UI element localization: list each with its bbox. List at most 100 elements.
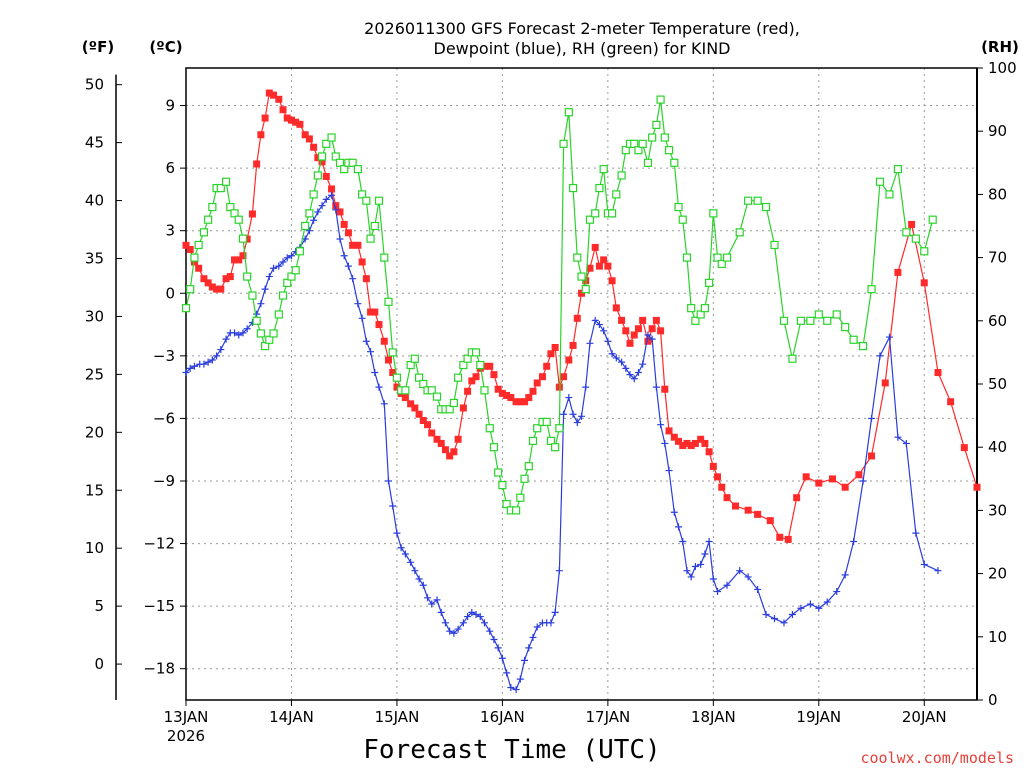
temperature-point [573,314,581,322]
temperature-point [287,116,295,124]
dewpoint-point [243,325,251,333]
relative-humidity-point [480,386,489,395]
temperature-point [723,494,731,502]
relative-humidity-point [700,304,709,313]
dewpoint-point [533,623,541,631]
relative-humidity-point [221,177,231,186]
temperature-point [608,277,616,285]
dewpoint-point [675,523,683,531]
temperature-point [920,279,928,287]
temperature-point [380,337,388,345]
dewpoint-point [419,581,427,589]
axes: 9630−3−6−9−12−15−18504540353025201510501… [85,59,1017,745]
dewpoint-point [850,537,858,545]
temperature-point [310,143,318,151]
dewpoint-line [185,194,939,691]
dewpoint-series [182,191,942,694]
temperature-point [600,256,608,264]
dewpoint-point [314,208,322,216]
dewpoint-point [459,619,467,627]
temperature-point [591,243,599,251]
temperature-point [328,185,336,193]
relative-humidity-point [867,285,876,294]
relative-humidity-point [902,228,911,237]
dewpoint-point [714,588,722,596]
dewpoint-point [885,333,893,341]
dewpoint-point [287,252,295,260]
temperature-point [344,229,352,237]
dewpoint-point [618,358,626,366]
relative-humidity-point [348,158,357,167]
temperature-point [292,118,300,126]
dewpoint-point [723,581,731,589]
relative-humidity-point [533,424,542,433]
relative-humidity-point [705,278,714,287]
fahrenheit-tick-label: 15 [85,481,104,499]
relative-humidity-point [384,297,393,306]
relative-humidity-point [788,354,797,363]
relative-humidity-point [305,209,314,218]
temperature-point [894,268,902,276]
rh-tick-label: 0 [988,691,998,709]
dewpoint-point [208,356,216,364]
temperature-point [569,341,577,349]
relative-humidity-point [630,139,639,148]
dewpoint-point [222,335,230,343]
relative-humidity-point [687,304,696,313]
relative-humidity-point [520,474,529,483]
relative-humidity-point [678,215,687,224]
dewpoint-point [525,644,533,652]
relative-humidity-point [806,316,815,325]
relative-humidity-point [471,348,481,357]
temperature-point [296,120,304,128]
dewpoint-point [472,610,480,618]
temperature-point [731,502,739,510]
dewpoint-point [358,314,366,322]
temperature-point [934,369,942,377]
temperature-point [665,427,673,435]
relative-humidity-point [551,443,560,452]
dewpoint-point [744,573,752,581]
dewpoint-point [486,627,494,635]
temperature-point [322,172,330,180]
dewpoint-point [551,608,559,616]
temperature-point [375,321,383,329]
temperature-point [490,371,498,379]
x-tick-label: 20JAN [902,708,947,726]
relative-humidity-point [199,228,209,237]
temperature-point [384,356,392,364]
temperature-point [213,285,221,293]
relative-humidity-point [335,158,345,167]
dewpoint-point [454,625,462,633]
dewpoint-point [375,383,383,391]
dewpoint-point [582,383,590,391]
dewpoint-point [186,364,194,372]
dewpoint-point [437,608,445,616]
temperature-point [565,356,573,364]
dewpoint-point [318,202,326,210]
relative-humidity-point [327,133,336,142]
dewpoint-point [384,477,392,485]
relative-humidity-point [392,373,402,382]
fahrenheit-tick-label: 10 [85,539,104,557]
dewpoint-point [521,656,529,664]
celsius-tick-label: 9 [165,97,175,115]
relative-humidity-point [722,253,732,262]
temperature-point [612,304,620,312]
dewpoint-point [239,329,247,337]
relative-humidity-point [427,386,436,395]
temperature-point [450,448,458,456]
dewpoint-point [231,329,239,337]
dewpoint-point [204,358,212,366]
rh-tick-label: 100 [988,59,1017,77]
relative-humidity-point [761,202,771,212]
temperature-point [802,473,810,481]
dewpoint-point [547,619,555,627]
dewpoint-point [362,337,370,345]
relative-humidity-point [502,499,511,509]
temperature-point [691,439,699,447]
fahrenheit-tick-label: 0 [94,655,104,673]
relative-humidity-point [528,436,538,445]
temperature-point [507,394,515,402]
relative-humidity-point [735,228,744,237]
